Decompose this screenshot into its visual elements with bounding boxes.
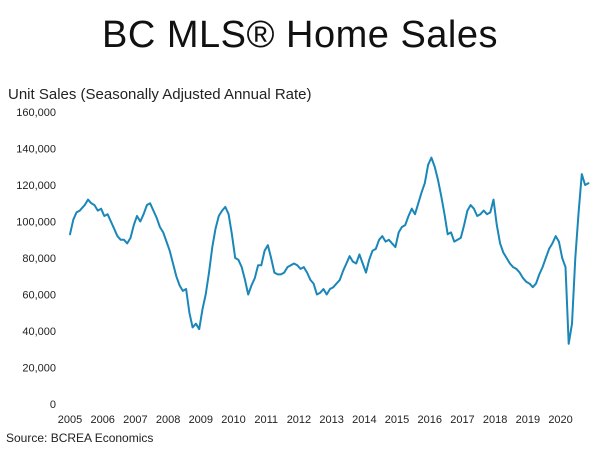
y-tick-label: 20,000 [22, 363, 56, 375]
x-tick-label: 2011 [254, 414, 278, 426]
x-tick-label: 2014 [352, 414, 376, 426]
x-tick-label: 2018 [483, 414, 507, 426]
plot-area [69, 156, 590, 345]
y-tick-label: 120,000 [16, 180, 56, 192]
y-axis: 0 20,000 40,000 60,000 80,000 100,000 120,000 1… [16, 107, 56, 411]
x-tick-label: 2008 [156, 414, 180, 426]
y-tick-label: 80,000 [22, 253, 56, 265]
x-tick-label: 2007 [123, 414, 147, 426]
y-tick-label: 100,000 [16, 217, 56, 229]
chart-title: BC MLS® Home Sales [101, 14, 498, 56]
x-tick-label: 2020 [548, 414, 572, 426]
y-tick-label: 40,000 [22, 326, 56, 338]
x-axis: 2005 2006 2007 2008 2009 2010 2011 2012 2013 2014… [58, 414, 573, 426]
x-tick-label: 2012 [287, 414, 311, 426]
y-tick-label: 160,000 [16, 107, 56, 119]
x-tick-label: 2015 [385, 414, 409, 426]
x-tick-label: 2019 [516, 414, 540, 426]
y-tick-label: 0 [50, 399, 56, 411]
series-line-0 [69, 156, 590, 345]
y-tick-label: 60,000 [22, 290, 56, 302]
x-tick-label: 2006 [90, 414, 114, 426]
x-tick-label: 2013 [319, 414, 343, 426]
x-tick-label: 2016 [418, 414, 442, 426]
y-axis-label: Unit Sales (Seasonally Adjusted Annual R… [8, 86, 312, 103]
y-tick-label: 140,000 [16, 144, 56, 156]
source-note: Source: BCREA Economics [6, 431, 154, 445]
x-tick-label: 2005 [58, 414, 82, 426]
x-tick-label: 2009 [189, 414, 213, 426]
x-tick-label: 2017 [450, 414, 474, 426]
x-tick-label: 2010 [221, 414, 245, 426]
